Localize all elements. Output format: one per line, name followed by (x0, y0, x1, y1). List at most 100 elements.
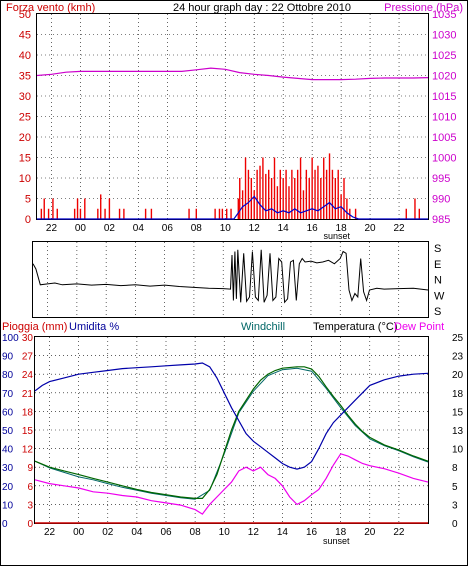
wind-x-tick-label: 18 (336, 223, 348, 234)
temp-x-tick-label: 12 (248, 527, 260, 538)
wind-y-tick-label: 25 (19, 112, 31, 124)
wind-y-tick-label: 0 (25, 214, 31, 226)
humidity-y-tick-label: 40 (2, 445, 14, 456)
pressure-y-tick-label: 985 (432, 214, 450, 226)
temp-y-tick-label: 5 (452, 482, 458, 493)
pressure-y-tick-label: 1000 (432, 153, 456, 165)
sunset-label-lower: sunset (323, 536, 350, 546)
pressure-y-tick-label: 1010 (432, 112, 456, 124)
humidity-y-tick-label: 100 (2, 333, 19, 344)
rain-y-tick-label: 21 (22, 389, 34, 400)
rain-axis-title: Pioggia (mm) (2, 321, 67, 333)
wind-axis-title: Forza vento (kmh) (6, 2, 95, 14)
temp-x-tick-label: 20 (364, 527, 376, 538)
temp-y-tick-label: 18 (452, 389, 464, 400)
temp-x-tick-label: 16 (306, 527, 318, 538)
temp-y-tick-label: 13 (452, 426, 464, 437)
wind-y-tick-label: 40 (19, 50, 31, 62)
humidity-axis-title: Umidita % (69, 321, 119, 333)
rain-y-tick-label: 27 (22, 352, 34, 363)
rain-y-tick-label: 9 (27, 463, 33, 474)
wind-direction-line (32, 249, 429, 304)
temp-x-tick-label: 06 (160, 527, 172, 538)
average-wind-line (37, 195, 428, 220)
wind-y-tick-label: 45 (19, 30, 31, 42)
humidity-y-tick-label: 60 (2, 407, 14, 418)
wind-x-tick-label: 14 (278, 223, 290, 234)
labels-layer: 0510152025303540455098599099510001005101… (2, 9, 464, 546)
rain-y-tick-label: 3 (27, 500, 33, 511)
temp-x-tick-label: 02 (102, 527, 114, 538)
direction-label: S (434, 243, 441, 255)
temperature-line (34, 366, 429, 499)
temperature-legend: Temperatura (°C) (313, 321, 397, 333)
temp-y-tick-label: 8 (452, 463, 458, 474)
direction-label: S (434, 306, 441, 318)
pressure-y-tick-label: 1020 (432, 71, 456, 83)
pressure-y-tick-label: 1025 (432, 50, 456, 62)
direction-panel-frame (32, 241, 429, 318)
temp-y-tick-label: 23 (452, 352, 464, 363)
marks-layer (32, 67, 429, 524)
wind-y-tick-label: 30 (19, 91, 31, 103)
temp-x-tick-label: 10 (219, 527, 231, 538)
wind-y-tick-label: 5 (25, 194, 31, 206)
temp-x-tick-label: 14 (277, 527, 289, 538)
wind-x-tick-label: 10 (220, 223, 232, 234)
wind-y-tick-label: 50 (19, 9, 31, 21)
pressure-y-tick-label: 995 (432, 173, 450, 185)
humidity-y-tick-label: 0 (2, 519, 8, 530)
humidity-y-tick-label: 10 (2, 500, 14, 511)
pressure-y-tick-label: 1015 (432, 91, 456, 103)
rain-y-tick-label: 15 (22, 426, 34, 437)
temp-x-tick-label: 22 (393, 527, 405, 538)
rain-y-tick-label: 18 (22, 407, 34, 418)
pressure-y-tick-label: 1035 (432, 9, 456, 21)
wind-x-tick-label: 02 (104, 223, 116, 234)
wind-x-tick-label: 06 (162, 223, 174, 234)
humidity-y-tick-label: 30 (2, 463, 14, 474)
wind-y-tick-label: 20 (19, 132, 31, 144)
temp-x-tick-label: 22 (44, 527, 56, 538)
sunset-label: sunset (324, 231, 351, 241)
pressure-y-tick-label: 1030 (432, 30, 456, 42)
pressure-line (36, 67, 429, 81)
humidity-line (34, 362, 429, 470)
wind-x-tick-label: 22 (393, 223, 405, 234)
temp-x-tick-label: 08 (190, 527, 202, 538)
rain-y-tick-label: 24 (22, 370, 34, 381)
rain-y-tick-label: 6 (27, 482, 33, 493)
humidity-y-tick-label: 20 (2, 482, 14, 493)
direction-label: W (434, 290, 445, 302)
rain-y-tick-label: 30 (22, 333, 34, 344)
dewpoint-legend: Dew Point (394, 321, 444, 333)
wind-x-tick-label: 20 (365, 223, 377, 234)
windchill-legend: Windchill (241, 321, 285, 333)
wind-x-tick-label: 22 (46, 223, 58, 234)
wind-x-tick-label: 04 (133, 223, 145, 234)
pressure-y-tick-label: 990 (432, 194, 450, 206)
temp-x-tick-label: 18 (335, 527, 347, 538)
wind-x-tick-label: 08 (191, 223, 203, 234)
wind-y-tick-label: 35 (19, 71, 31, 83)
humidity-y-tick-label: 70 (2, 389, 14, 400)
pressure-y-tick-label: 1005 (432, 132, 456, 144)
wind-x-tick-label: 16 (307, 223, 319, 234)
chart-title: 24 hour graph day : 22 Ottobre 2010 (173, 2, 351, 14)
pressure-axis-title: Pressione (hPa) (384, 2, 463, 14)
temp-y-tick-label: 3 (452, 500, 458, 511)
temp-x-tick-label: 04 (131, 527, 143, 538)
direction-label: N (434, 275, 442, 287)
temp-y-tick-label: 10 (452, 445, 464, 456)
wind-x-tick-label: 00 (75, 223, 87, 234)
rain-y-tick-label: 0 (27, 519, 33, 530)
wind-y-tick-label: 15 (19, 153, 31, 165)
direction-label: E (434, 259, 441, 271)
humidity-y-tick-label: 80 (2, 370, 14, 381)
wind-y-tick-label: 10 (19, 173, 31, 185)
temp-y-tick-label: 20 (452, 370, 464, 381)
temp-y-tick-label: 15 (452, 407, 464, 418)
humidity-y-tick-label: 90 (2, 352, 14, 363)
